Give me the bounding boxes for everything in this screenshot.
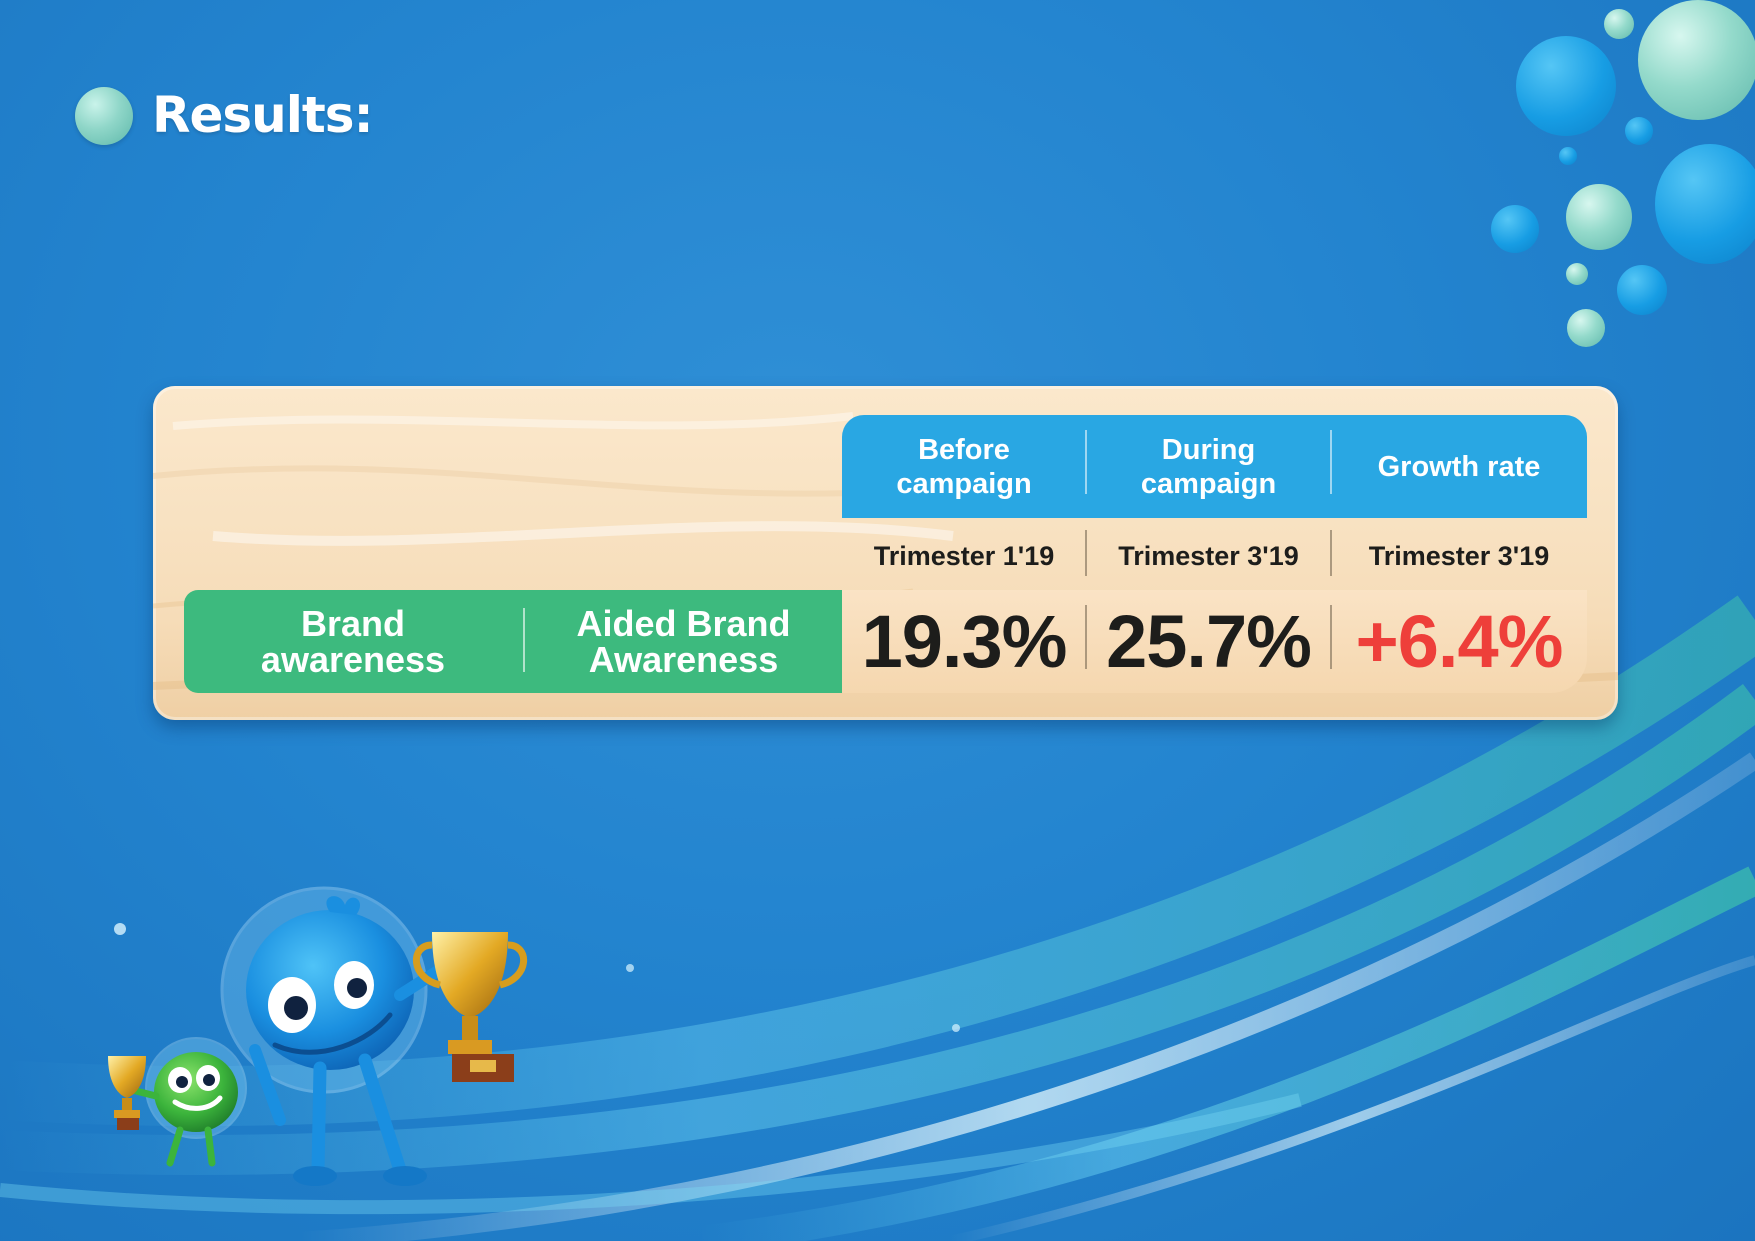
- bubble-icon: [1625, 117, 1653, 145]
- bubble-icon: [1491, 205, 1539, 253]
- value-before: 19.3%: [861, 600, 1068, 683]
- row-label-divider: [523, 608, 525, 672]
- bubble-icon: [1566, 263, 1588, 285]
- header-divider: [1330, 430, 1332, 494]
- bubble-icon: [1559, 147, 1577, 165]
- green-mascot-icon: [128, 1037, 247, 1167]
- value-during: 25.7%: [1106, 600, 1312, 683]
- title-bullet-icon: [75, 87, 133, 145]
- row-category: Brand awareness: [260, 602, 446, 680]
- row-label-band: [184, 590, 842, 693]
- value-divider: [1330, 605, 1332, 669]
- trophy-icon: [413, 932, 527, 1082]
- value-growth: +6.4%: [1355, 600, 1564, 683]
- trophy-icon: [108, 1056, 146, 1130]
- period-before: Trimester 1'19: [873, 540, 1055, 571]
- bubble-icon: [1655, 144, 1755, 264]
- bubble-icon: [1566, 184, 1632, 250]
- column-header-growth: Growth rate: [1331, 415, 1587, 518]
- period-divider: [1085, 530, 1087, 576]
- header-divider: [1085, 430, 1087, 494]
- column-header-before: Before campaign: [842, 415, 1086, 518]
- period-growth: Trimester 3'19: [1368, 540, 1550, 571]
- period-divider: [1330, 530, 1332, 576]
- period-during: Trimester 3'19: [1118, 540, 1299, 571]
- values-panel: [842, 590, 1587, 693]
- row-metric: Aided Brand Awareness: [576, 602, 791, 680]
- bubble-icon: [1567, 309, 1605, 347]
- value-divider: [1085, 605, 1087, 669]
- blue-mascot-icon: [220, 886, 461, 1186]
- bubble-icon: [1617, 265, 1667, 315]
- column-header-during: During campaign: [1086, 415, 1331, 518]
- bubble-icon: [1604, 9, 1634, 39]
- bubble-icon: [1516, 36, 1616, 136]
- bubble-icon: [1638, 0, 1755, 120]
- page-title: Results:: [152, 86, 374, 144]
